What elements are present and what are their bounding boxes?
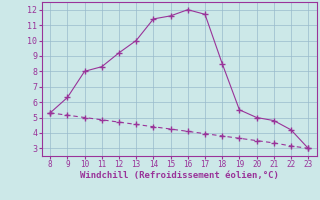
X-axis label: Windchill (Refroidissement éolien,°C): Windchill (Refroidissement éolien,°C): [80, 171, 279, 180]
